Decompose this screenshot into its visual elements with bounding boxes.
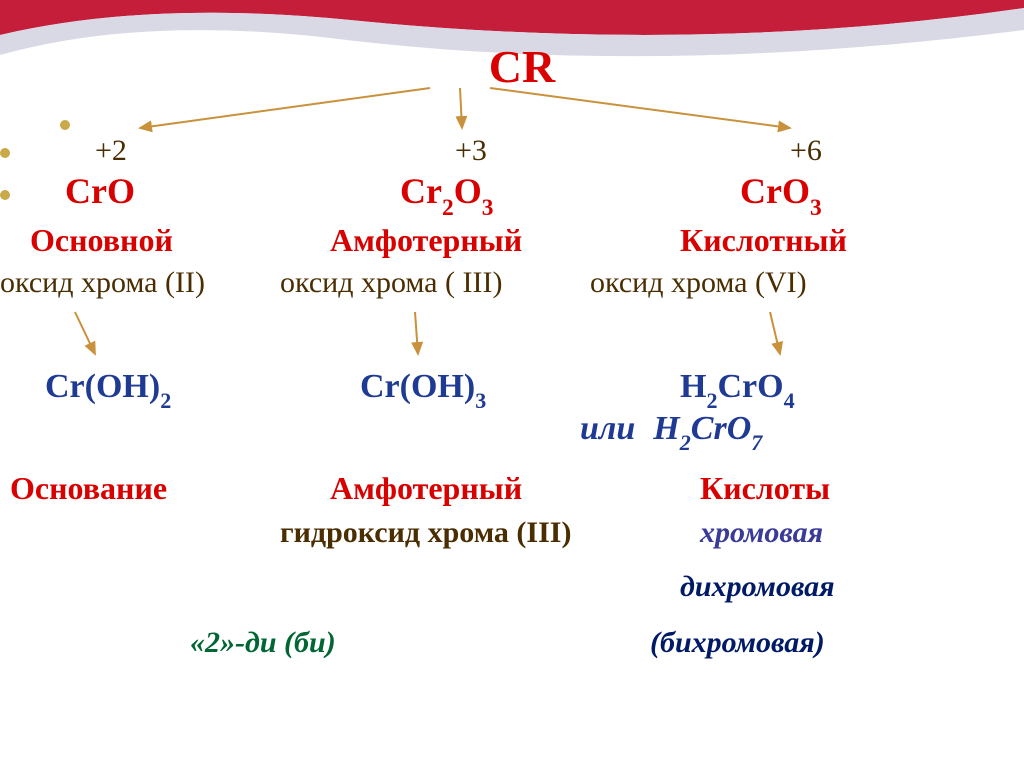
formula-sub: 2: [160, 388, 171, 413]
oxide-kind-acidic: Кислотный: [680, 222, 847, 259]
formula-sub: 4: [784, 388, 795, 413]
formula-text: Cr: [400, 171, 442, 211]
formula-text: Cr(OH): [45, 368, 160, 405]
arrows-to-hydroxides: [0, 308, 920, 368]
oxide-cro3: CrO3: [740, 170, 822, 218]
prefix-di-bi: «2»-ди (би): [190, 626, 336, 660]
oxide-cro: CrO: [65, 170, 135, 212]
acid-h2cro4: H2CrO4: [680, 368, 795, 411]
formula-text: H: [653, 410, 679, 447]
oxide-name-2: оксид хрома (II): [0, 266, 205, 300]
formula-sub: 2: [680, 430, 691, 455]
hyd-kind-base: Основание: [10, 470, 167, 507]
ox-state-3: +3: [455, 134, 487, 168]
acid-or-h2cro7: или H2CrO7: [580, 410, 762, 453]
oxide-name-6: оксид хрома (VI): [590, 266, 807, 300]
slide-bullet: [0, 190, 10, 200]
slide-bullet: [0, 148, 10, 158]
formula-sub: 3: [475, 388, 486, 413]
ox-state-2: +2: [95, 134, 127, 168]
hyd-kind-amphoteric: Амфотерный: [330, 470, 522, 507]
title-element: CR: [60, 40, 984, 93]
oxide-cr2o3: Cr2O3: [400, 170, 493, 218]
formula-text: Cr(OH): [360, 368, 475, 405]
formula-sub: 3: [810, 195, 822, 221]
hyd-kind-acids: Кислоты: [700, 470, 830, 507]
oxide-kind-basic: Основной: [30, 222, 173, 259]
formula-text: CrO: [718, 368, 784, 405]
formula-text: CrO: [740, 171, 810, 211]
formula-text: CrO: [65, 171, 135, 211]
formula-sub: 3: [482, 195, 494, 221]
or-text: или: [580, 410, 635, 447]
formula-sub: 2: [442, 195, 454, 221]
oxide-kind-amphoteric: Амфотерный: [330, 222, 522, 259]
hydroxide-chromium-3: гидроксид хрома (III): [280, 516, 571, 550]
ox-state-6: +6: [790, 134, 822, 168]
dichromic-acid: дихромовая: [680, 570, 835, 604]
formula-text: H: [680, 368, 706, 405]
chromic-acid: хромовая: [700, 516, 823, 550]
bichromic-acid: (бихромовая): [650, 626, 825, 660]
slide-bullet: [60, 120, 70, 130]
formula-sub: 7: [751, 430, 762, 455]
oxide-name-3: оксид хрома ( III): [280, 266, 502, 300]
hydroxide-croh3: Cr(OH)3: [360, 368, 486, 411]
hydroxide-croh2: Cr(OH)2: [45, 368, 171, 411]
formula-text: O: [454, 171, 482, 211]
formula-text: CrO: [691, 410, 751, 447]
